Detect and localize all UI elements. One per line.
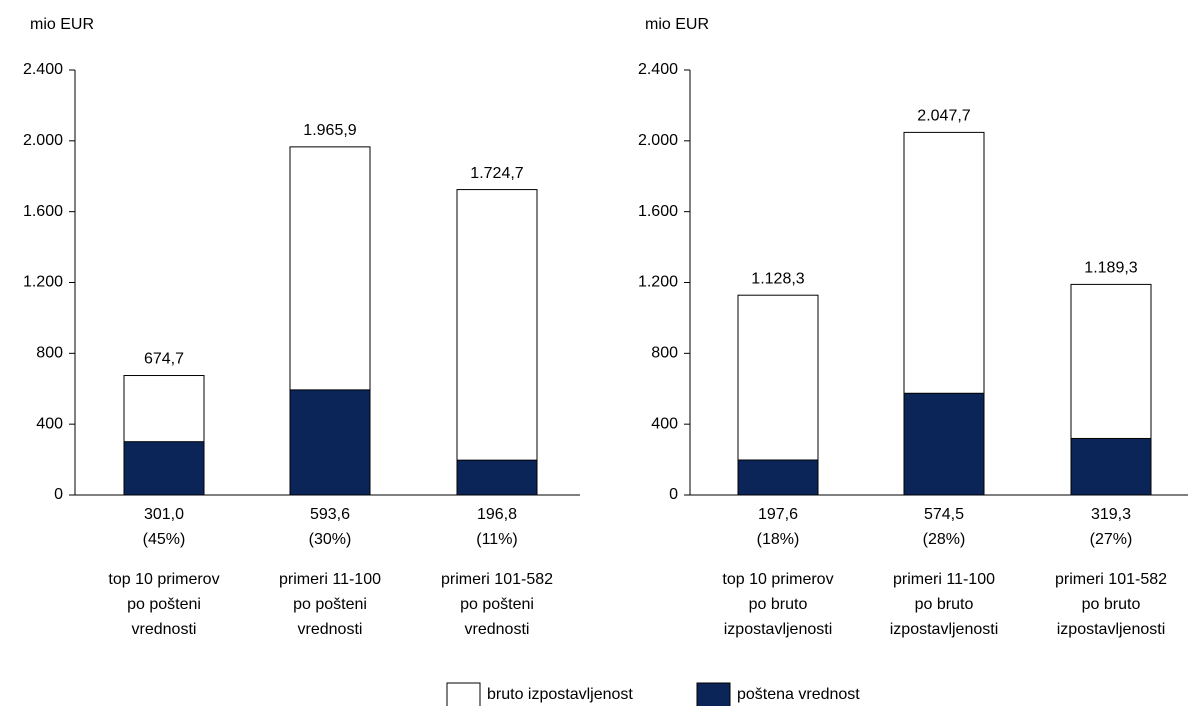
value-label: 2.047,7 — [917, 108, 970, 125]
value-label: 197,6 — [758, 506, 798, 523]
y-tick-label: 1.600 — [23, 203, 63, 220]
x-tick-label: primeri 11-100 po bruto izpostavljenosti — [889, 571, 999, 638]
x-tick-label: top 10 primerov po pošteni vrednosti — [108, 571, 220, 638]
legend-label: bruto izpostavljenost — [487, 686, 633, 703]
y-tick-label: 2.400 — [638, 61, 678, 78]
value-label: 196,8 — [477, 506, 517, 523]
y-tick-label: 2.000 — [23, 132, 63, 149]
y-tick-label: 400 — [36, 415, 63, 432]
legend-swatch — [696, 682, 731, 706]
y-tick-label: 2.000 — [638, 132, 678, 149]
y-tick-label: 800 — [36, 345, 63, 362]
y-tick-label: 400 — [651, 415, 678, 432]
share-label: (18%) — [757, 531, 800, 548]
value-label: 301,0 — [144, 506, 184, 523]
legend-swatch — [446, 682, 481, 706]
value-label: 593,6 — [310, 506, 350, 523]
share-label: (30%) — [309, 531, 352, 548]
y-axis-title: mio EUR — [645, 16, 709, 33]
share-label: (45%) — [143, 531, 186, 548]
x-tick-label: primeri 11-100 po pošteni vrednosti — [279, 571, 381, 638]
y-tick-label: 1.200 — [23, 274, 63, 291]
legend-label: poštena vrednost — [737, 686, 860, 703]
x-tick-label: primeri 101-582 po pošteni vrednosti — [440, 571, 554, 638]
value-label: 674,7 — [144, 351, 184, 368]
bar — [123, 441, 205, 496]
value-label: 1.128,3 — [751, 270, 804, 287]
value-label: 574,5 — [924, 506, 964, 523]
y-tick-label: 1.600 — [638, 203, 678, 220]
bar — [737, 459, 819, 496]
value-label: 319,3 — [1091, 506, 1131, 523]
value-label: 1.965,9 — [303, 122, 356, 139]
share-label: (28%) — [923, 531, 966, 548]
y-tick-label: 1.200 — [638, 274, 678, 291]
bar — [456, 189, 538, 496]
bar — [1070, 437, 1152, 496]
share-label: (27%) — [1090, 531, 1133, 548]
y-tick-label: 0 — [669, 486, 678, 503]
bar — [289, 389, 371, 496]
y-axis-title: mio EUR — [30, 16, 94, 33]
x-tick-label: primeri 101-582 po bruto izpostavljenost… — [1054, 571, 1168, 638]
y-tick-label: 0 — [54, 486, 63, 503]
x-tick-label: top 10 primerov po bruto izpostavljenost… — [722, 571, 834, 638]
share-label: (11%) — [476, 531, 518, 548]
y-tick-label: 2.400 — [23, 61, 63, 78]
y-tick-label: 800 — [651, 345, 678, 362]
bar — [456, 459, 538, 496]
bar — [903, 392, 985, 496]
value-label: 1.724,7 — [470, 165, 523, 182]
value-label: 1.189,3 — [1084, 260, 1137, 277]
